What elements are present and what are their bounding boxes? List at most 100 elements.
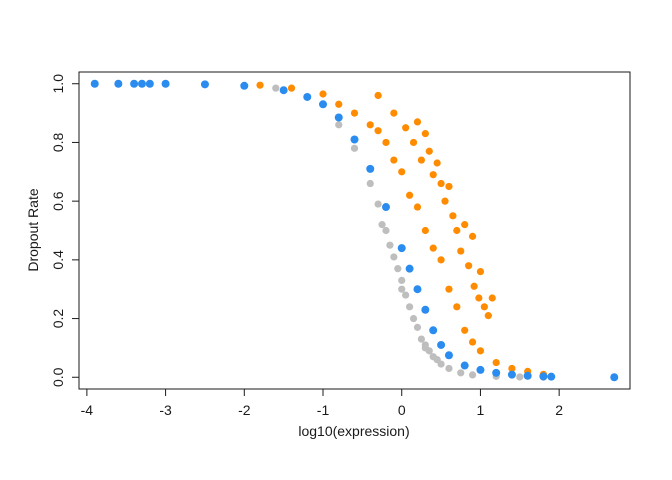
data-point: [406, 303, 414, 311]
data-point: [200, 80, 209, 89]
data-point: [397, 244, 406, 253]
data-point: [374, 200, 382, 208]
series-points-above-fit: [256, 81, 548, 378]
data-point: [114, 79, 123, 88]
data-point: [319, 100, 328, 109]
data-point: [437, 179, 445, 188]
data-point: [402, 291, 410, 299]
data-point: [413, 118, 422, 126]
data-point: [405, 264, 414, 273]
points-layer: [90, 79, 619, 382]
data-point: [421, 305, 430, 314]
data-point: [468, 371, 477, 379]
data-point: [272, 84, 280, 92]
data-point: [453, 226, 461, 235]
data-point: [413, 203, 422, 211]
data-point: [476, 347, 485, 355]
data-point: [449, 212, 457, 220]
data-point: [335, 100, 343, 108]
data-point: [256, 81, 264, 89]
y-tick-label: 0.0: [50, 367, 66, 387]
data-point: [386, 241, 394, 249]
data-point: [488, 294, 496, 302]
x-tick-label: -4: [81, 402, 94, 418]
data-point: [457, 369, 465, 377]
data-point: [390, 109, 398, 117]
y-axis-title: Dropout Rate: [25, 188, 41, 271]
data-point: [417, 335, 426, 343]
x-tick-label: 2: [555, 402, 563, 418]
data-point: [406, 191, 414, 199]
x-axis-title: log10(expression): [298, 423, 409, 439]
data-point: [382, 138, 390, 147]
data-point: [240, 81, 249, 90]
data-point: [398, 168, 406, 176]
data-point: [350, 144, 359, 152]
data-point: [470, 282, 478, 290]
x-tick-label: 0: [398, 402, 406, 418]
data-point: [433, 159, 441, 167]
data-point: [161, 79, 170, 88]
data-point: [457, 247, 465, 255]
data-point: [429, 326, 438, 335]
data-point: [287, 84, 296, 92]
plot-area: [78, 71, 631, 390]
data-point: [547, 372, 556, 381]
data-point: [437, 256, 445, 264]
y-tick-label: 0.8: [50, 133, 66, 153]
data-point: [429, 244, 437, 252]
data-point: [409, 314, 418, 323]
data-point: [468, 232, 477, 240]
data-point: [381, 203, 390, 212]
data-point: [539, 372, 548, 381]
data-point: [461, 326, 469, 334]
data-point: [445, 285, 453, 293]
data-point: [90, 79, 99, 88]
data-point: [366, 121, 374, 129]
data-point: [145, 79, 154, 88]
y-tick-label: 1.0: [50, 74, 66, 94]
data-point: [366, 164, 375, 173]
data-point: [461, 221, 469, 229]
data-point: [382, 226, 390, 235]
data-point: [453, 303, 461, 311]
data-point: [480, 303, 488, 311]
data-point: [468, 338, 477, 346]
data-point: [279, 86, 288, 95]
data-point: [130, 79, 139, 88]
data-point: [437, 340, 446, 349]
data-point: [421, 226, 429, 235]
data-point: [429, 171, 437, 179]
data-point: [433, 356, 441, 364]
data-point: [417, 156, 426, 164]
data-point: [475, 294, 483, 302]
x-tick-label: -1: [317, 402, 330, 418]
data-point: [445, 364, 453, 373]
data-point: [409, 138, 418, 147]
y-tick-label: 0.4: [50, 250, 66, 270]
data-point: [476, 365, 485, 374]
data-point: [374, 91, 382, 100]
data-point: [350, 109, 359, 117]
data-point: [421, 130, 429, 138]
data-point: [319, 90, 327, 98]
data-point: [398, 276, 406, 284]
y-axis: 0.0 0.2 0.4 0.6 0.8 1.0: [50, 74, 80, 387]
data-point: [402, 124, 410, 132]
data-point: [523, 371, 532, 380]
data-point: [390, 253, 398, 261]
series-fit-curve: [90, 79, 619, 382]
data-point: [445, 182, 453, 191]
x-tick-label: -2: [238, 402, 251, 418]
data-point: [516, 373, 524, 381]
y-tick-label: 0.2: [50, 309, 66, 329]
data-point: [137, 79, 146, 88]
data-point: [476, 267, 485, 276]
data-point: [390, 156, 398, 164]
data-point: [335, 121, 343, 129]
data-point: [366, 179, 374, 188]
data-point: [507, 370, 516, 379]
x-axis: -4 -3 -2 -1 0 1 2: [81, 388, 563, 418]
x-tick-label: 1: [477, 402, 485, 418]
